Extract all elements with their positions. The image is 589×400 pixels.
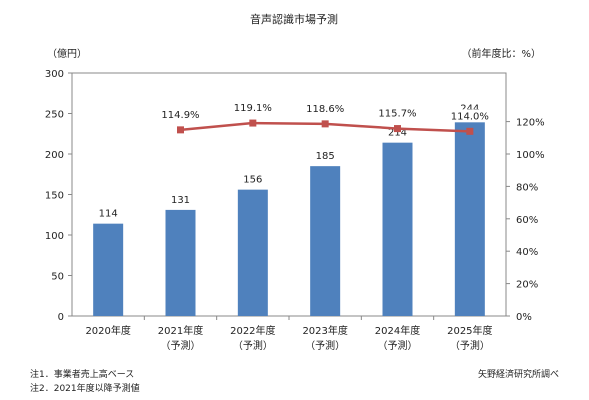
- line-value-label: 118.6%: [306, 104, 344, 115]
- line-label-bg: [449, 109, 490, 123]
- line-label-bg: [377, 106, 418, 120]
- y-right-unit: （前年度比：%）: [461, 47, 541, 60]
- x-tick-label: 2021年度: [158, 324, 203, 337]
- line-point: [466, 127, 474, 135]
- bar-value-label: 156: [243, 175, 262, 186]
- line-value-label: 114.9%: [161, 110, 199, 121]
- x-tick-label: 2025年度: [447, 324, 492, 337]
- source-note: 矢野経済研究所調べ: [477, 370, 559, 380]
- x-tick-label: 2020年度: [85, 324, 130, 337]
- x-tick-sublabel: （予測）: [450, 339, 490, 352]
- bar: [165, 209, 196, 316]
- line-value-label: 115.7%: [378, 109, 416, 120]
- bar: [93, 223, 124, 316]
- line-value-label: 119.1%: [234, 103, 272, 114]
- y-right-tick-label: 120%: [516, 118, 545, 129]
- x-tick-label: 2023年度: [302, 324, 347, 337]
- bar-value-label: 131: [171, 195, 190, 206]
- x-tick-label: 2024年度: [375, 324, 420, 337]
- axes: 0 50 100 150 200 250 300 0% 20% 40% 60% 80% 100% 120%…: [45, 69, 545, 352]
- y-right-tick-label: 40%: [516, 247, 538, 258]
- bar-value-label: 244: [460, 103, 479, 114]
- line-point: [321, 120, 329, 128]
- bar-value-label: 214: [388, 128, 407, 139]
- plot-area: [71, 72, 507, 317]
- y-left-tick-label: 300: [45, 69, 64, 80]
- x-tick-sublabel: （予測）: [378, 339, 418, 352]
- bar: [237, 189, 268, 316]
- bar-value-label: 185: [316, 151, 335, 162]
- y-right-tick-label: 0%: [516, 312, 532, 323]
- note-2: 注2．2021年度以降予測値: [30, 384, 140, 394]
- line-point: [394, 125, 401, 133]
- y-right-tick-label: 80%: [516, 182, 538, 193]
- y-right-tick-label: 60%: [516, 215, 538, 226]
- chart-title: 音声認識市場予測: [250, 12, 338, 26]
- bar: [382, 142, 413, 316]
- bar-value-label: 114: [99, 209, 118, 220]
- y-left-tick-label: 250: [45, 110, 64, 121]
- line-label-bg: [160, 107, 201, 121]
- y-left-tick-label: 100: [45, 231, 64, 242]
- note-1: 注1．事業者売上高ベース: [30, 370, 135, 380]
- line-point: [177, 126, 184, 134]
- y-left-tick-label: 50: [51, 272, 64, 283]
- x-tick-label: 2022年度: [230, 324, 275, 337]
- line-label-bg: [305, 101, 346, 115]
- y-left-unit: （億円）: [47, 47, 87, 60]
- y-right-tick-label: 20%: [516, 280, 538, 291]
- line-value-label: 114.0%: [451, 111, 489, 122]
- y-right-tick-label: 100%: [516, 150, 545, 161]
- bar-series: 114 131 156 185 214 244: [93, 103, 485, 316]
- bar: [454, 118, 485, 316]
- line-label-bg: [232, 101, 273, 115]
- x-tick-sublabel: （予測）: [233, 339, 273, 352]
- bar: [310, 166, 341, 316]
- y-left-tick-label: 150: [45, 191, 64, 202]
- y-left-tick-label: 0: [58, 312, 64, 323]
- x-tick-sublabel: （予測）: [305, 339, 345, 352]
- line-point: [249, 119, 257, 127]
- line-series: 114.9% 119.1% 118.6% 115.7% 114.0%: [160, 101, 490, 135]
- x-tick-sublabel: （予測）: [161, 339, 201, 352]
- y-left-tick-label: 200: [45, 150, 64, 161]
